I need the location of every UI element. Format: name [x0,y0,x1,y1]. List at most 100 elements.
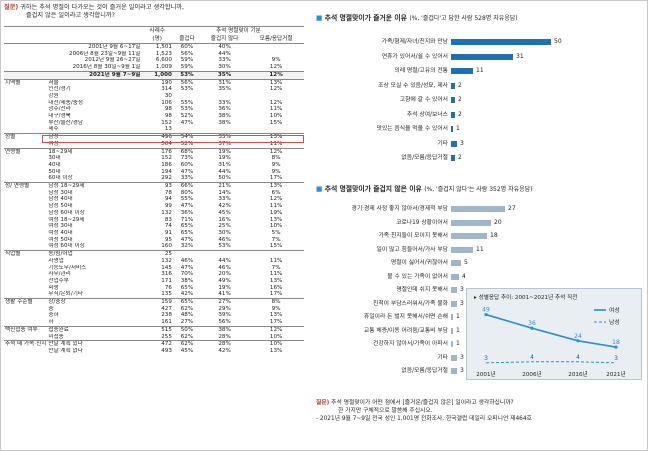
table-row-cell-2: 135 [161,291,172,298]
table-row: 여성 504 52% 37% 11% [4,141,304,148]
group-header: 추석 명절맞이 기분 [172,26,304,35]
history-row-cell-5: 12% [269,64,283,71]
table-row-cell-5: 13% [248,133,304,141]
bar [451,327,453,334]
chart2-title: ■ 추석 명절맞이가 즐겁지 않은 이유 (%, '즐겁지 않다'는 사람 35… [316,185,533,193]
table-row-cell-5: 7% [271,236,281,243]
footnote-line-2: 한 가지만 구체적으로 말씀해 주십시오. [338,408,433,414]
point [484,312,488,317]
table-row-cell-3: 45% [180,347,194,354]
inset-title: ▸ 성별응답 추이: 2001~2021년 추석 직전 [474,293,577,301]
history-row-cell-1: 2006년 8월 23일~9월 11일 [69,50,141,57]
bar-row: 코로나19 상황이어서 20 [316,219,642,227]
table-row-cell-2: 98 [164,106,172,113]
table-row-cell-1: 남성 40대 [48,196,73,203]
point-label: 4 [576,354,580,361]
bar-value: 11 [476,67,484,74]
bar-value: 4 [462,272,466,280]
table-row-cell-1: 60대 이상 [48,175,73,182]
bar-value: 31 [516,52,524,60]
table-row-cell-3: 38% [180,277,194,284]
table-row-cell-5: 11% [269,257,283,264]
history-row-cell-1: 2016년 8월 30일~9월 1일 [72,64,141,71]
table-row-cell-1: 만날 계획 없다 [48,347,83,354]
bar-row: 없음/모름/응답거절 3 [316,367,642,375]
table-row-cell-0 [4,243,47,250]
table-row: 30대 152 73% 19% 8% [4,155,304,162]
table-row-cell-1: 강원 [48,92,59,99]
table-row-cell-1: 접종완료 [47,325,142,334]
table-row-cell-4: 35% [218,86,231,93]
bar-label: 의례 명절/고유의 전통 [394,68,448,74]
table-row: 40대 186 60% 31% 9% [4,162,304,169]
table-row-cell-0: 지역별 [4,78,48,87]
table-row-cell-4: 33% [218,196,231,203]
point-label: 24 [574,333,582,340]
table-row-cell-1: 무직/은퇴/기타 [48,291,84,298]
bar-row: 경기·경제 사정 좋지 않아서/경제적 부담 27 [316,205,642,213]
table-row-cell-0 [4,312,47,319]
bar-label: 추석 상여/보너스 [406,111,448,118]
table-row-cell-3: 36% [180,209,194,216]
x-tick-label: 2016년 [568,370,587,378]
table-row: 60대 이상 292 33% 50% 17% [4,175,304,182]
table-row-cell-0 [4,265,47,272]
table-row-cell-1: 서울 [47,78,142,87]
bar-row: 의례 명절/고유의 전통 11 [316,67,642,75]
table-row: 학생 76 65% 19% 16% [4,285,304,292]
table-row-cell-0 [4,223,47,230]
bar [451,206,505,212]
history-row-cell-4: 44% [218,50,231,57]
table-row-cell-3: 56% [172,78,201,87]
history-row-cell-5 [248,42,304,51]
table-row-cell-5: 8% [271,155,281,162]
table-row-cell-4: 28% [200,340,249,348]
table-row-cell-5: 8% [248,298,304,306]
history-row-cell-5 [248,51,304,58]
bar [451,219,491,226]
table-row-cell-2: 98 [164,113,172,120]
table-row: 성/ 연령별 남성 18~29세 93 66% 21% 13% [4,182,304,190]
table-row-cell-4 [201,126,248,133]
bar-row: 건강하지 않아서/가족이 아파서 1 [316,340,642,348]
table-row-cell-1: 남성 [47,133,142,141]
history-row-cell-3: 60% [172,42,201,51]
table-row-cell-5: 10% [248,340,304,348]
footnote-label: 질문) [316,400,330,406]
table-row-cell-0 [4,348,47,355]
bar [451,140,457,147]
table-row-cell-0: 추석 때 가족·친지 [4,340,48,348]
table-row-cell-2: 99 [164,203,172,210]
table-row-cell-4: 19% [200,147,249,156]
table-row: 강원 30 [4,93,304,100]
x-tick-label: 2001년 [476,370,495,378]
table-row-cell-0 [4,217,47,224]
bar-label: 명절이 싫어서/귀찮아서 [390,260,448,266]
table-row-cell-0 [4,334,47,341]
table-row: 남성 30대 78 80% 14% 6% [4,190,304,197]
table-row-cell-5: 11% [269,140,283,147]
table-row: 직업별 농/림/어업 25 [4,250,304,258]
bar-row: 가족·친지들이 모이지 못해서 18 [316,232,642,240]
bar-label: 없음/모름/응답거절 [401,155,448,161]
crosstab-panel: 질문) 귀하는 추석 명절이 다가오는 것이 즐거운 일이라고 생각합니까, 즐… [4,4,304,446]
bar-label: 친척이 부담스러워서/가족 불화 [373,300,448,307]
table-row-cell-4: 42% [218,203,231,210]
table-row-cell-3: 65% [180,229,194,236]
bar-row: 명절이 싫어서/귀찮아서 5 [316,259,642,267]
table-row-cell-2: 314 [161,86,172,93]
series-female-line [485,313,617,348]
total-row-cell-5: 12% [248,70,304,80]
table-row-cell-5: 19% [269,209,283,216]
table-row-cell-1: 전업주부 [48,277,69,284]
table-row: 하 161 27% 56% 17% [4,319,304,326]
legend-male-label: 남성 [609,318,620,326]
bar [451,97,455,103]
bar-value: 3 [460,139,464,147]
bar [451,300,457,307]
table-row-cell-2: 152 [161,155,172,162]
question-label: 질문) [4,4,19,11]
total-row-cell-2: 1,000 [141,70,173,80]
table-row-cell-1: 사무/관리 [48,271,71,278]
table-row-cell-5: 5% [271,229,281,236]
